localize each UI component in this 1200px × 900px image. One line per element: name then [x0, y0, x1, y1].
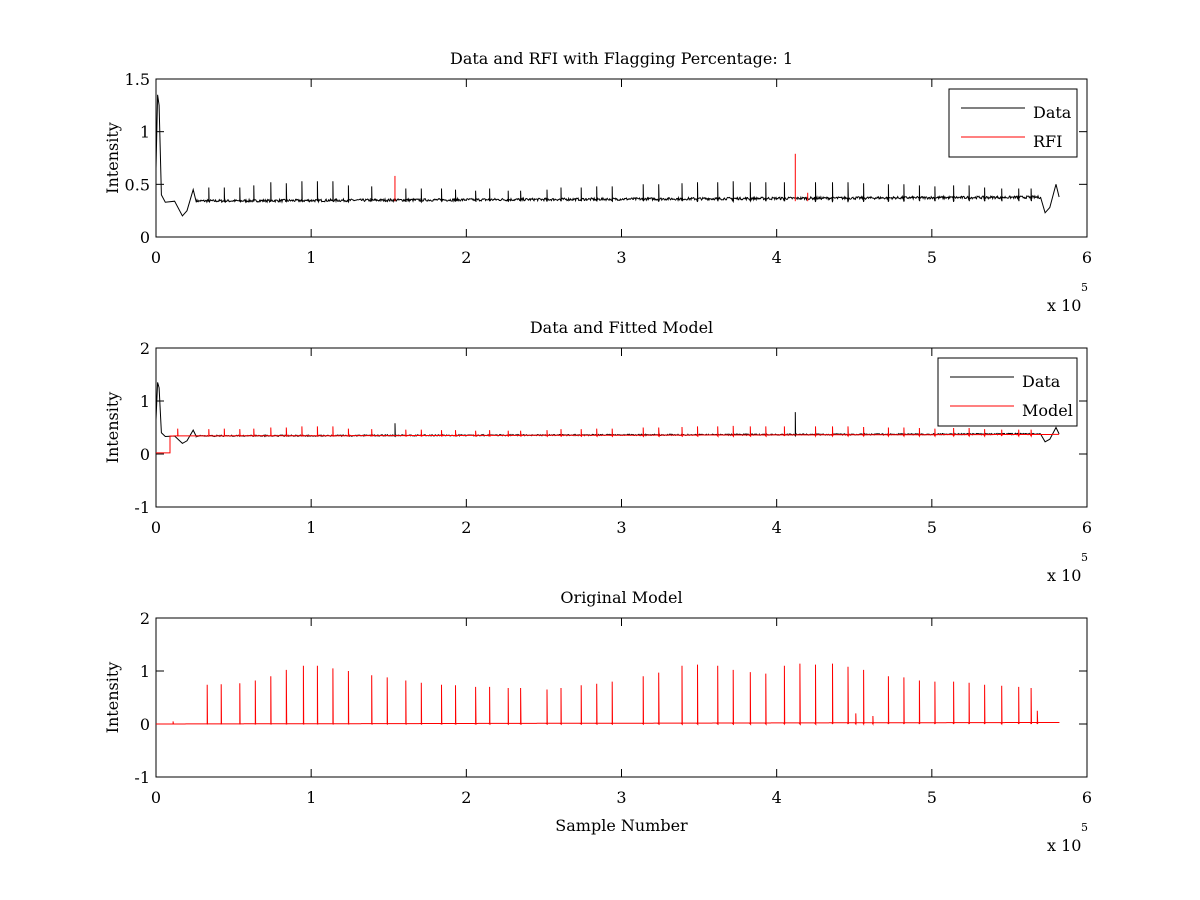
x-tick-label: 6 [1082, 518, 1092, 537]
chart-title: Data and Fitted Model [530, 318, 713, 337]
x-tick-label: 4 [772, 788, 782, 807]
x-multiplier-exponent: 5 [1081, 821, 1088, 834]
legend: Data RFI [948, 88, 1078, 158]
y-axis-label: Intensity [103, 122, 122, 194]
y-tick-label: 0.5 [125, 175, 150, 194]
axes-frame [155, 347, 1088, 508]
legend-entry-label: Data [1033, 103, 1072, 122]
x-tick-label: 1 [306, 788, 316, 807]
legend-entry-label: RFI [1033, 132, 1062, 151]
x-tick-label: 4 [772, 248, 782, 267]
y-tick-label: -1 [134, 768, 150, 787]
x-tick-label: 2 [461, 248, 471, 267]
y-tick-label: 1 [140, 392, 150, 411]
y-tick-label: 0 [140, 228, 150, 247]
legend: Data Model [937, 357, 1078, 427]
x-multiplier: x 10 [1047, 296, 1081, 315]
x-tick-label: 1 [306, 248, 316, 267]
legend-entry-label: Model [1022, 401, 1073, 420]
series-line-model [156, 663, 1060, 726]
x-tick-label: 5 [927, 788, 937, 807]
y-tick-label: 2 [140, 609, 150, 628]
y-tick-label: -1 [134, 498, 150, 517]
x-tick-label: 2 [461, 518, 471, 537]
series-line-model [156, 425, 1060, 454]
y-axis-label: Intensity [103, 392, 122, 464]
y-axis-label: Intensity [103, 662, 122, 734]
chart-title: Data and RFI with Flagging Percentage: 1 [450, 49, 793, 68]
x-multiplier-exponent: 5 [1081, 281, 1088, 294]
x-tick-label: 6 [1082, 788, 1092, 807]
y-tick-label: 0 [140, 715, 150, 734]
x-tick-label: 2 [461, 788, 471, 807]
axes-frame [155, 78, 1088, 238]
x-tick-label: 0 [151, 248, 161, 267]
y-tick-label: 2 [140, 339, 150, 358]
series-line-data [156, 94, 1060, 217]
x-tick-label: 1 [306, 518, 316, 537]
x-tick-label: 0 [151, 788, 161, 807]
x-multiplier-exponent: 5 [1081, 551, 1088, 564]
legend-box [948, 88, 1078, 158]
x-tick-label: 3 [616, 248, 626, 267]
x-tick-label: 0 [151, 518, 161, 537]
x-tick-label: 3 [616, 518, 626, 537]
y-tick-label: 1 [140, 662, 150, 681]
x-tick-label: 5 [927, 518, 937, 537]
y-tick-label: 1.5 [125, 70, 150, 89]
x-multiplier: x 10 [1047, 836, 1081, 855]
x-tick-label: 4 [772, 518, 782, 537]
x-axis-label: Sample Number [555, 816, 688, 835]
chart-title: Original Model [560, 588, 682, 607]
legend-entry-label: Data [1022, 372, 1061, 391]
x-tick-label: 5 [927, 248, 937, 267]
x-multiplier: x 10 [1047, 566, 1081, 585]
x-tick-label: 3 [616, 788, 626, 807]
y-tick-label: 1 [140, 123, 150, 142]
x-tick-label: 6 [1082, 248, 1092, 267]
legend-box [937, 357, 1078, 427]
y-tick-label: 0 [140, 445, 150, 464]
axes-frame [155, 617, 1088, 778]
